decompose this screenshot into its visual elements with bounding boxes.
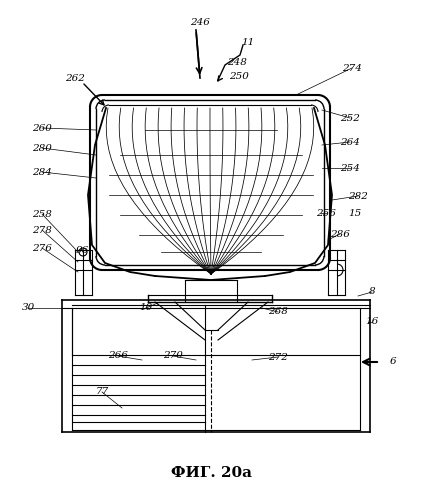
Text: 11: 11: [242, 37, 255, 46]
Text: 270: 270: [163, 351, 183, 360]
Text: 8: 8: [369, 287, 375, 296]
Text: 262: 262: [65, 73, 85, 82]
Text: 6: 6: [390, 357, 396, 366]
Text: 254: 254: [340, 164, 360, 173]
Text: 16: 16: [365, 317, 379, 326]
Text: 15: 15: [349, 209, 362, 218]
Text: 282: 282: [348, 192, 368, 201]
Text: 280: 280: [32, 144, 52, 153]
Text: 260: 260: [32, 123, 52, 133]
Text: 268: 268: [268, 307, 288, 316]
Text: 250: 250: [229, 71, 249, 80]
Text: 96: 96: [75, 246, 89, 254]
Text: 272: 272: [268, 352, 288, 361]
Text: 10: 10: [139, 303, 153, 312]
Text: 256: 256: [316, 209, 336, 218]
Text: 252: 252: [340, 113, 360, 122]
Text: 276: 276: [32, 244, 52, 252]
Text: 246: 246: [190, 17, 210, 26]
Text: 284: 284: [32, 168, 52, 177]
Text: 274: 274: [342, 63, 362, 72]
Text: 77: 77: [95, 388, 109, 397]
Text: 278: 278: [32, 226, 52, 235]
Text: 258: 258: [32, 210, 52, 219]
Text: 266: 266: [108, 351, 128, 360]
Text: 248: 248: [227, 57, 247, 66]
Text: 286: 286: [330, 230, 350, 239]
Text: ФИГ. 20a: ФИГ. 20a: [170, 466, 252, 480]
Text: 30: 30: [22, 303, 35, 312]
Text: 264: 264: [340, 138, 360, 147]
